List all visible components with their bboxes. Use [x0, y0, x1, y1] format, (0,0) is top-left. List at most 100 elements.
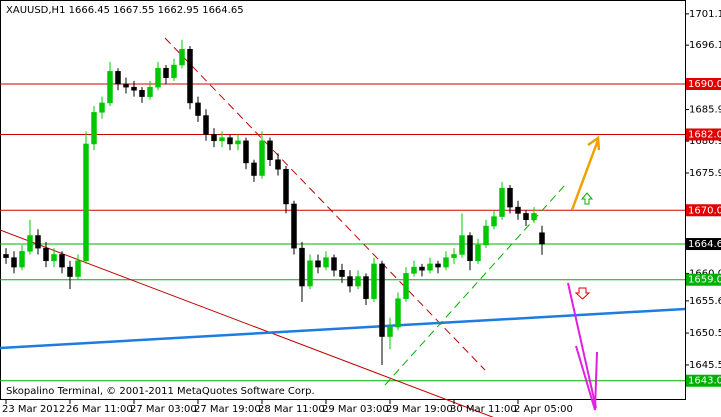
- x-tick-label: 29 Mar 03:00: [322, 404, 389, 415]
- candle-body: [371, 263, 377, 299]
- candle-body: [531, 213, 537, 220]
- arrow: [567, 282, 597, 409]
- level-label: 1690.00: [688, 79, 721, 90]
- down-icon: [574, 287, 591, 300]
- candle-body: [331, 257, 337, 271]
- candle-body: [435, 263, 441, 268]
- arrow-head: [587, 135, 601, 151]
- level-box: [686, 374, 721, 387]
- candle-body: [307, 260, 313, 287]
- y-tick-label: 1685.95: [689, 105, 721, 116]
- candle-body: [323, 257, 329, 268]
- candle-body: [467, 235, 473, 262]
- candle-body: [139, 90, 145, 97]
- candle-body: [363, 276, 369, 299]
- candle-body: [483, 225, 489, 246]
- y-tick-label: 1645.50: [689, 360, 721, 371]
- x-tick-label: 27 Mar 03:00: [130, 404, 197, 415]
- candle-body: [91, 112, 97, 145]
- trend-line: [0, 229, 494, 417]
- trend-line: [164, 37, 486, 371]
- y-tick-label: 1701.10: [689, 9, 721, 20]
- candle-body: [11, 257, 17, 268]
- trend-line: [0, 307, 686, 350]
- candle-body: [43, 247, 49, 262]
- x-tick-label: 28 Mar 11:00: [258, 404, 325, 415]
- candle-body: [59, 254, 65, 268]
- arrow: [570, 139, 600, 211]
- candle-body: [251, 162, 257, 176]
- x-tick-label: 23 Mar 2012: [2, 404, 65, 415]
- level-box: [686, 128, 721, 141]
- candle-body: [443, 257, 449, 268]
- candle-body: [491, 216, 497, 227]
- candle-body: [227, 137, 233, 145]
- candle-body: [67, 266, 73, 277]
- candle-body: [515, 206, 521, 214]
- candle-body: [379, 263, 385, 337]
- drawings: [0, 37, 686, 417]
- x-tick-label: 29 Mar 19:00: [386, 404, 453, 415]
- x-tick-label: 27 Mar 19:00: [194, 404, 261, 415]
- candle-body: [355, 276, 361, 287]
- y-tick-label: 1696.15: [689, 40, 721, 51]
- candle-body: [123, 83, 129, 88]
- candle-body: [171, 64, 177, 78]
- level-box: [686, 273, 721, 286]
- candle-body: [179, 49, 185, 66]
- candle-body: [347, 276, 353, 287]
- candle-body: [523, 213, 529, 220]
- candle-body: [35, 235, 41, 249]
- candle-body: [203, 115, 209, 135]
- level-box: [686, 77, 721, 90]
- y-tick-label: 1655.65: [689, 296, 721, 307]
- candle-body: [411, 266, 417, 274]
- candle-body: [451, 254, 457, 258]
- level-label: 1664.65: [688, 239, 721, 250]
- y-tick-label: 1675.90: [689, 168, 721, 179]
- up-icon: [580, 192, 594, 205]
- candle-body: [283, 168, 289, 205]
- candle-body: [403, 273, 409, 299]
- candle-body: [51, 254, 57, 262]
- candle-body: [107, 71, 113, 104]
- level-label: 1682.00: [688, 129, 721, 140]
- candle-body: [427, 263, 433, 271]
- x-tick-label: 2 Apr 05:00: [514, 404, 573, 415]
- candle-body: [219, 137, 225, 142]
- candle-body: [195, 102, 201, 116]
- candle-body: [539, 232, 545, 245]
- level-box: [686, 238, 721, 251]
- candle-body: [475, 244, 481, 262]
- level-label: 1659.00: [688, 275, 721, 286]
- candle-body: [267, 140, 273, 160]
- candle-body: [211, 134, 217, 142]
- y-tick-label: 1650.55: [689, 328, 721, 339]
- candle-body: [187, 49, 193, 104]
- candle-body: [291, 203, 297, 249]
- x-tick-label: 26 Mar 11:00: [66, 404, 133, 415]
- candle-body: [19, 251, 25, 268]
- candle-body: [339, 269, 345, 277]
- candle-body: [275, 159, 281, 170]
- candle-body: [499, 187, 505, 217]
- x-tick-label: 30 Mar 11:00: [450, 404, 517, 415]
- candle-body: [83, 143, 89, 262]
- candle-body: [115, 71, 121, 85]
- chart-title: XAUUSD,H1 1666.45 1667.55 1662.95 1664.6…: [6, 5, 244, 16]
- level-label: 1670.00: [688, 205, 721, 216]
- candle-body: [235, 140, 241, 145]
- candle-body: [155, 67, 161, 88]
- candle-body: [243, 140, 249, 164]
- candle-body: [315, 260, 321, 268]
- candle-body: [387, 326, 393, 337]
- footer: Skopalino Terminal, © 2001-2011 MetaQuot…: [6, 386, 315, 397]
- candle-body: [3, 254, 9, 258]
- candle-body: [27, 235, 33, 252]
- candle-body: [507, 187, 513, 208]
- candle-body: [395, 298, 401, 328]
- candle-body: [99, 102, 105, 113]
- candle-body: [147, 86, 153, 97]
- plot-frame: [0, 0, 686, 400]
